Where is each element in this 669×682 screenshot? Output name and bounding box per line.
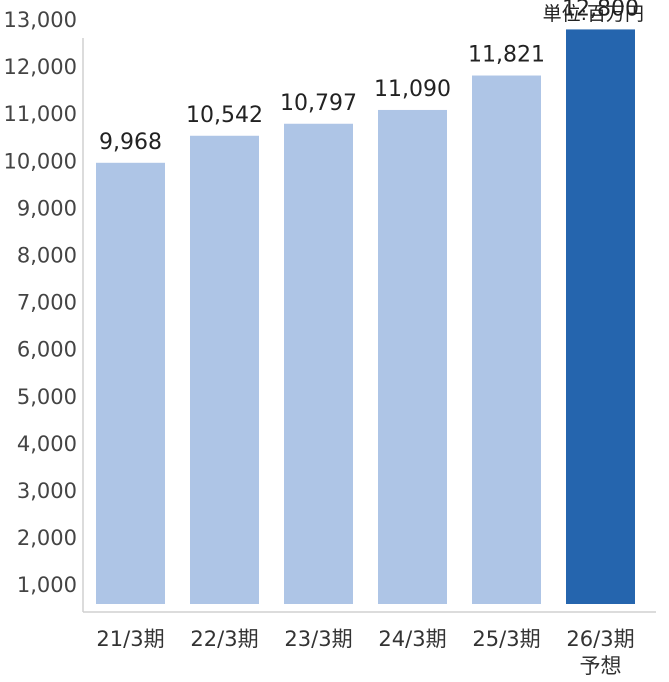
x-tick-sublabel: 予想	[580, 654, 622, 678]
y-tick-label: 9,000	[17, 196, 77, 220]
data-label: 9,968	[99, 130, 162, 155]
y-tick-label: 11,000	[4, 102, 77, 126]
x-tick-label: 21/3期	[96, 627, 164, 651]
x-tick-label: 23/3期	[284, 627, 352, 651]
bar	[566, 29, 635, 604]
y-tick-label: 10,000	[4, 149, 77, 173]
y-tick-label: 7,000	[17, 291, 77, 315]
y-tick-label: 1,000	[17, 573, 77, 597]
unit-label: 単位:百万円	[543, 3, 644, 25]
bar	[378, 109, 447, 605]
y-tick-label: 2,000	[17, 526, 77, 550]
data-label: 12,800	[562, 0, 639, 21]
bar	[96, 162, 165, 604]
y-tick-label: 3,000	[17, 479, 77, 503]
data-label: 11,821	[468, 43, 545, 68]
bars	[96, 29, 635, 605]
data-label: 10,797	[280, 91, 357, 116]
y-tick-label: 5,000	[17, 385, 77, 409]
data-label: 11,090	[374, 77, 451, 102]
bar	[190, 135, 259, 605]
y-axis: 1,000 2,000 3,000 4,000 5,000 6,000 7,000 8,000…	[4, 8, 84, 612]
x-tick-label: 22/3期	[190, 627, 258, 651]
x-tick-label: 25/3期	[472, 627, 540, 651]
y-tick-label: 8,000	[17, 243, 77, 267]
bar	[472, 75, 541, 604]
x-tick-label: 24/3期	[378, 627, 446, 651]
y-tick-label: 6,000	[17, 338, 77, 362]
bar	[284, 123, 353, 604]
data-label: 10,542	[186, 103, 263, 128]
x-tick-label: 26/3期	[566, 627, 634, 651]
data-labels: 9,968 10,542 10,797 11,090 11,821 12,800	[99, 0, 639, 155]
y-tick-label: 12,000	[4, 55, 77, 79]
y-tick-label: 4,000	[17, 432, 77, 456]
y-tick-label: 13,000	[4, 8, 77, 32]
